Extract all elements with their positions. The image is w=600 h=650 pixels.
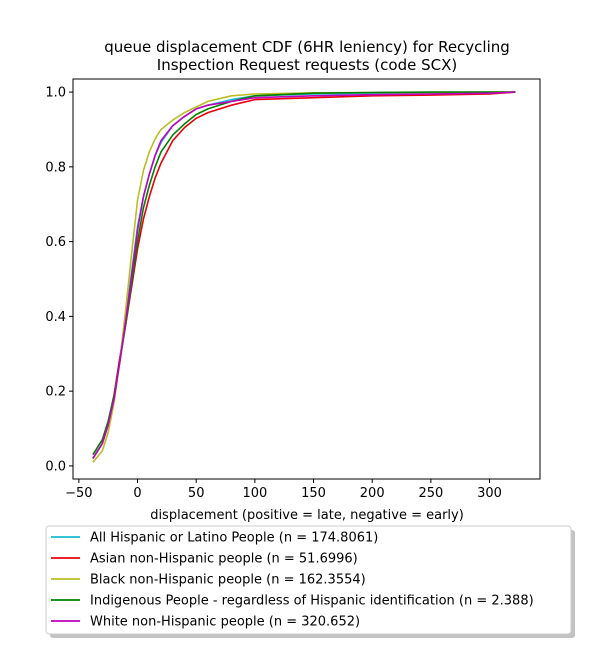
y-tick-label: 0.4 <box>45 310 66 325</box>
legend-box <box>45 525 572 635</box>
legend-label-2: Asian non-Hispanic people (n = 51.6996) <box>90 552 358 567</box>
y-tick-label: 0.2 <box>45 385 66 400</box>
y-tick-label: 0.0 <box>45 459 66 474</box>
y-tick-label: 0.8 <box>45 160 66 175</box>
legend: All Hispanic or Latino People (n = 174.8… <box>45 525 575 638</box>
plot-area-frame <box>72 78 541 480</box>
y-axis: 0.0 0.2 0.4 0.6 0.8 1.0 <box>45 86 73 474</box>
legend-label-1: All Hispanic or Latino People (n = 174.8… <box>90 531 378 546</box>
x-tick-label: 250 <box>418 486 443 501</box>
y-tick-label: 0.6 <box>45 235 66 250</box>
legend-label-3: Black non-Hispanic people (n = 162.3554) <box>90 573 366 588</box>
x-tick-label: 50 <box>188 486 205 501</box>
legend-label-4: Indigenous People - regardless of Hispan… <box>90 594 534 609</box>
x-tick-label: 100 <box>242 486 267 501</box>
x-tick-label: 0 <box>133 486 141 501</box>
x-tick-label: 150 <box>301 486 326 501</box>
series-line-2 <box>92 91 516 459</box>
x-tick-label: 300 <box>477 486 502 501</box>
series-layer <box>92 91 516 463</box>
series-line-4 <box>92 91 516 456</box>
x-axis-label: displacement (positive = late, negative … <box>150 508 464 523</box>
series-line-3 <box>92 91 516 463</box>
legend-label-5: White non-Hispanic people (n = 320.652) <box>90 615 360 630</box>
x-axis: −50 0 50 100 150 200 250 300 <box>65 479 502 501</box>
y-tick-label: 1.0 <box>45 86 66 101</box>
series-line-5 <box>92 91 516 459</box>
chart-title-line-2: Inspection Request requests (code SCX) <box>157 56 457 74</box>
x-tick-label: −50 <box>65 486 92 501</box>
chart-title-line-1: queue displacement CDF (6HR leniency) fo… <box>104 38 510 56</box>
series-line-1 <box>92 91 516 459</box>
x-tick-label: 200 <box>360 486 385 501</box>
